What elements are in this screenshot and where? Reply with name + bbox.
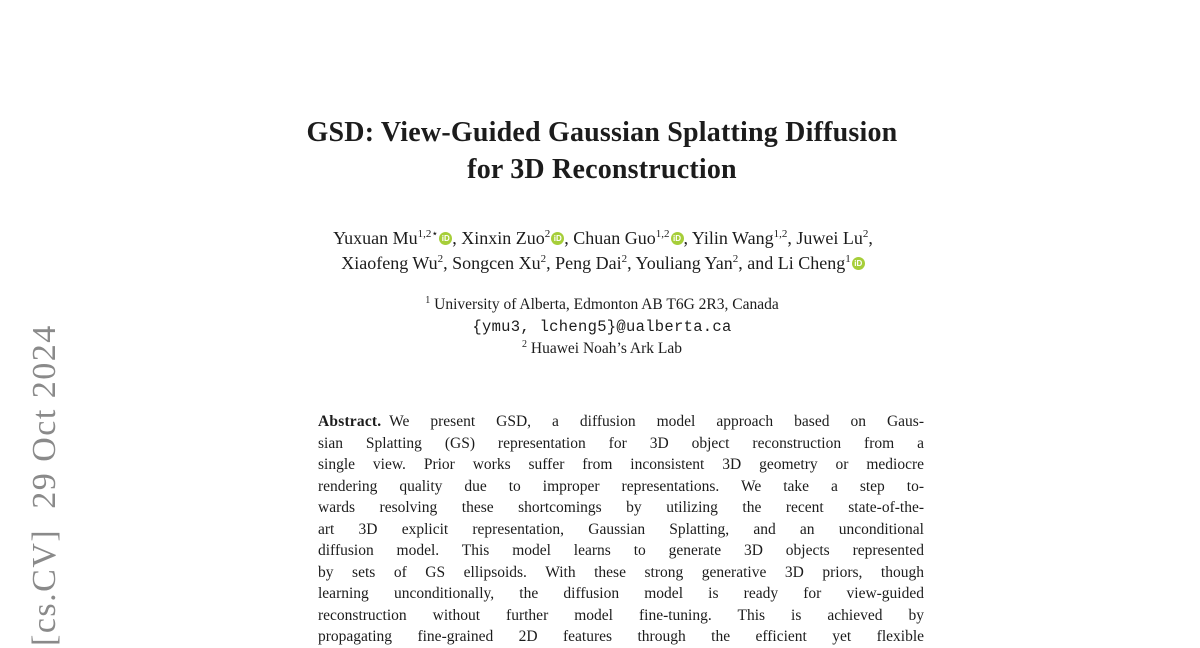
- author-name: Xinxin Zuo2 iD: [461, 228, 565, 248]
- orcid-icon[interactable]: iD: [851, 257, 865, 270]
- author-affiliation-marker: 2: [540, 253, 547, 265]
- author-affiliation-marker: 1: [845, 253, 851, 265]
- author-affiliation-marker: 2: [862, 228, 869, 240]
- author-name: Xiaofeng Wu2: [341, 253, 444, 273]
- author-affiliation-marker: 2: [544, 228, 551, 240]
- author-line-2: Xiaofeng Wu2, Songcen Xu2, Peng Dai2, Yo…: [210, 251, 996, 276]
- abstract-line: reconstruction without further model fin…: [318, 606, 924, 624]
- paper-title: GSD: View-Guided Gaussian Splatting Diff…: [240, 114, 964, 188]
- abstract-line: diffusion model. This model learns to ge…: [318, 542, 924, 559]
- author-name: Yuxuan Mu1,2⋆ iD: [333, 228, 453, 248]
- author-list: Yuxuan Mu1,2⋆ iD, Xinxin Zuo2 iD, Chuan Gu…: [210, 226, 996, 276]
- author-affiliation-marker: 2: [437, 253, 444, 265]
- author-line-1: Yuxuan Mu1,2⋆ iD, Xinxin Zuo2 iD, Chuan Gu…: [333, 228, 873, 248]
- author-affiliation-marker: 1,2: [773, 228, 788, 240]
- author-name: Li Cheng1 iD: [778, 253, 865, 273]
- affiliation-1-text: University of Alberta, Edmonton AB T6G 2…: [434, 296, 779, 313]
- affiliation-2-text: Huawei Noah’s Ark Lab: [530, 340, 682, 357]
- affiliation-2-marker: 2: [522, 338, 528, 350]
- abstract-line: single view. Prior works suffer from inc…: [318, 456, 924, 473]
- abstract-body: Abstract. We present GSD, a diffusion mo…: [318, 411, 924, 648]
- affiliation-1-marker: 1: [425, 294, 431, 306]
- abstract-line: sian Splatting (GS) representation for 3…: [318, 434, 924, 452]
- paper-title-line1: GSD: View-Guided Gaussian Splatting Diff…: [306, 117, 898, 148]
- abstract-line: Abstract. We present GSD, a diffusion mo…: [318, 413, 924, 430]
- orcid-icon[interactable]: iD: [551, 232, 565, 245]
- abstract-line: art 3D explicit representation, Gaussian…: [318, 520, 924, 538]
- abstract-line: by sets of GS ellipsoids. With these str…: [318, 563, 924, 581]
- orcid-icon[interactable]: iD: [439, 232, 453, 245]
- abstract-line: rendering quality due to improper repres…: [318, 477, 924, 495]
- author-affiliation-marker: 2: [732, 253, 739, 265]
- author-name: Peng Dai2: [555, 253, 628, 273]
- affiliation-1: 1 University of Alberta, Edmonton AB T6G…: [240, 294, 964, 316]
- author-affiliation-marker: 2: [621, 253, 628, 265]
- abstract-line: wards resolving these shortcomings by ut…: [318, 499, 924, 516]
- abstract-line: learning unconditionally, the diffusion …: [318, 585, 924, 602]
- author-affiliation-marker: 1,2: [655, 228, 670, 240]
- author-name: Juwei Lu2: [796, 228, 869, 248]
- paper-title-line2: for 3D Reconstruction: [467, 154, 737, 185]
- author-name: Youliang Yan2: [635, 253, 739, 273]
- contact-email: {ymu3, lcheng5}@ualberta.ca: [472, 318, 732, 336]
- abstract: Abstract. We present GSD, a diffusion mo…: [318, 411, 924, 648]
- author-affiliation-marker: 1,2⋆: [417, 228, 439, 240]
- author-name: Chuan Guo1,2 iD: [573, 228, 684, 248]
- author-name: Yilin Wang1,2: [691, 228, 788, 248]
- abstract-label: Abstract.: [318, 413, 382, 430]
- arxiv-watermark: [cs.CV] 29 Oct 2024: [26, 324, 63, 646]
- orcid-icon[interactable]: iD: [670, 232, 684, 245]
- abstract-line: propagating fine-grained 2D features thr…: [318, 628, 924, 645]
- author-name: Songcen Xu2: [452, 253, 547, 273]
- affiliation-2: 2 Huawei Noah’s Ark Lab: [240, 338, 964, 360]
- affiliations: 1 University of Alberta, Edmonton AB T6G…: [240, 294, 964, 360]
